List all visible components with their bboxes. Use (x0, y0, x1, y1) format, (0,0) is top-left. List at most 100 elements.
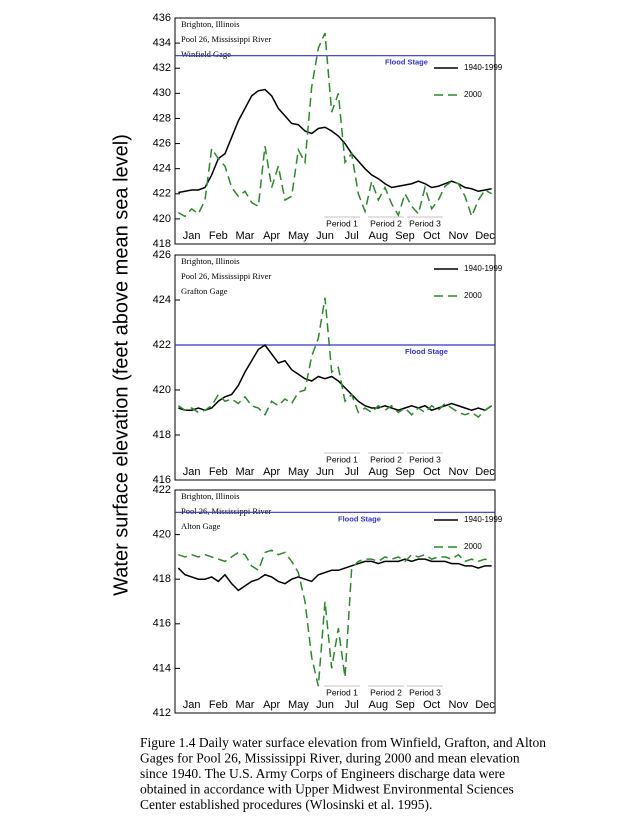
site-annotation: Brighton, Illinois (181, 256, 240, 266)
x-tick-label: Nov (449, 230, 469, 242)
x-tick-label: Jun (316, 699, 334, 711)
y-tick-label: 426 (153, 137, 171, 149)
plot-frame (174, 489, 496, 714)
y-tick-label: 418 (153, 573, 171, 585)
y-tick-label: 424 (153, 294, 171, 306)
site-annotation: Pool 26, Mississippi River (181, 34, 271, 44)
x-tick-label: Sep (395, 466, 415, 478)
x-tick-label: Nov (449, 699, 469, 711)
x-tick-label: Mar (236, 466, 255, 478)
x-tick-label: Jun (316, 230, 334, 242)
x-tick-label: Apr (263, 466, 280, 478)
y-tick-label: 418 (153, 429, 171, 441)
x-tick-label: Jan (183, 699, 201, 711)
site-annotation: Brighton, Illinois (181, 19, 240, 29)
flood-stage-label: Flood Stage (405, 347, 448, 356)
period-label: Period 2 (370, 218, 402, 228)
y-tick-label: 434 (153, 37, 171, 49)
y-tick-label: 416 (153, 474, 171, 486)
series-line (177, 32, 493, 219)
series-line (178, 343, 493, 412)
period-label: Period 3 (409, 687, 441, 697)
caption-line: Figure 1.4 Daily water surface elevation… (140, 735, 546, 750)
y-tick-label: 422 (153, 188, 171, 200)
y-tick-label: 436 (153, 12, 171, 24)
site-annotation: Pool 26, Mississippi River (181, 506, 271, 516)
y-tick-label: 422 (153, 484, 171, 496)
legend-label: 2000 (464, 291, 482, 300)
x-tick-label: Dec (475, 466, 495, 478)
x-tick-label: Sep (395, 699, 415, 711)
period-label: Period 3 (409, 454, 441, 464)
flood-stage-label: Flood Stage (338, 514, 381, 523)
caption-line: Gages for Pool 26, Mississippi River, du… (140, 751, 520, 766)
y-tick-label: 416 (153, 618, 171, 630)
x-tick-label: Dec (475, 230, 495, 242)
x-tick-label: Jul (345, 230, 359, 242)
x-tick-label: May (288, 699, 309, 711)
period-label: Period 3 (409, 218, 441, 228)
y-tick-label: 426 (153, 249, 171, 261)
x-tick-label: Oct (423, 466, 440, 478)
period-label: Period 2 (370, 687, 402, 697)
y-tick-label: 418 (153, 238, 171, 250)
y-tick-label: 424 (153, 163, 171, 175)
x-tick-label: Sep (395, 230, 415, 242)
x-tick-label: Nov (449, 466, 469, 478)
site-annotation: Winfield Gage (181, 49, 231, 59)
x-tick-label: Jun (316, 466, 334, 478)
legend-label: 2000 (464, 90, 482, 99)
x-tick-label: Aug (369, 699, 389, 711)
plot-frame (174, 254, 496, 481)
x-tick-label: May (288, 230, 309, 242)
caption-line: since 1940. The U.S. Army Corps of Engin… (140, 766, 505, 781)
site-annotation: Grafton Gage (181, 286, 228, 296)
caption-line: obtained in accordance with Upper Midwes… (140, 782, 514, 797)
y-axis-label: Water surface elevation (feet above mean… (110, 134, 132, 596)
y-tick-label: 420 (153, 213, 171, 225)
x-tick-label: Dec (475, 699, 495, 711)
x-tick-label: Jul (345, 699, 359, 711)
legend-label: 1940-1999 (464, 63, 503, 72)
x-tick-label: Jan (183, 230, 201, 242)
x-tick-label: Oct (423, 699, 440, 711)
y-tick-label: 422 (153, 339, 171, 351)
series-line (178, 88, 492, 194)
y-tick-label: 428 (153, 112, 171, 124)
x-tick-label: Aug (369, 230, 389, 242)
x-tick-label: Jul (345, 466, 359, 478)
period-label: Period 1 (326, 218, 358, 228)
y-tick-label: 432 (153, 62, 171, 74)
flood-stage-label: Flood Stage (385, 58, 428, 67)
y-tick-label: 414 (153, 662, 171, 674)
period-label: Period 1 (326, 454, 358, 464)
period-label: Period 2 (370, 454, 402, 464)
site-annotation: Brighton, Illinois (181, 491, 240, 501)
x-tick-label: Jan (183, 466, 201, 478)
x-tick-label: Apr (263, 699, 280, 711)
x-tick-label: Mar (236, 699, 255, 711)
legend-label: 1940-1999 (464, 515, 503, 524)
x-tick-label: Feb (209, 466, 228, 478)
legend-label: 2000 (464, 542, 482, 551)
y-tick-label: 412 (153, 707, 171, 719)
y-tick-label: 420 (153, 384, 171, 396)
y-tick-label: 430 (153, 87, 171, 99)
x-tick-label: Apr (263, 230, 280, 242)
y-tick-label: 420 (153, 529, 171, 541)
x-tick-label: Oct (423, 230, 440, 242)
period-label: Period 1 (326, 687, 358, 697)
caption-line: Center established procedures (Wlosinski… (140, 797, 432, 812)
x-tick-label: Feb (209, 699, 228, 711)
site-annotation: Pool 26, Mississippi River (181, 271, 271, 281)
series-line (177, 558, 492, 592)
x-tick-label: Aug (369, 466, 389, 478)
x-tick-label: May (288, 466, 309, 478)
x-tick-label: Feb (209, 230, 228, 242)
site-annotation: Alton Gage (181, 521, 221, 531)
series-line (177, 297, 493, 418)
plot-frame (174, 17, 496, 245)
x-tick-label: Mar (236, 230, 255, 242)
